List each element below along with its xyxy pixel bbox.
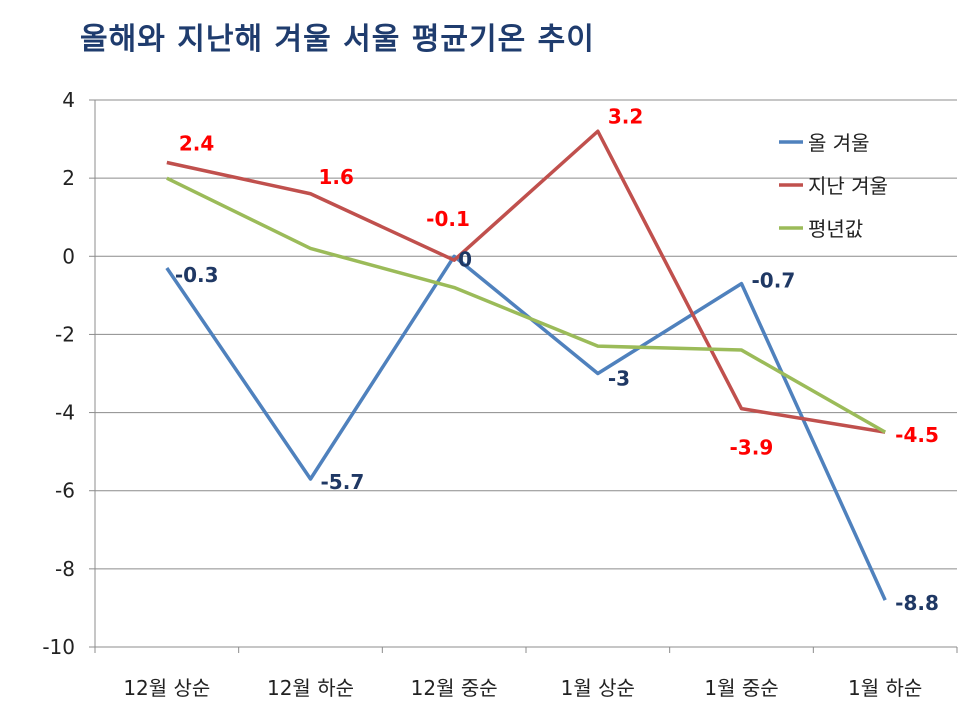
y-tick-labels: 4 2 0 -2 -4 -6 -8 -10 [42,88,75,659]
axes [89,99,958,653]
data-label: 2.4 [179,132,214,156]
x-tick-label: 12월 상순 [123,676,210,700]
data-label: -0.1 [426,207,470,231]
y-tick-label: -4 [55,401,75,425]
y-tick-label: 4 [62,88,75,112]
data-label: -3.9 [730,436,774,460]
data-label: -0.3 [175,263,219,287]
data-label: 1.6 [319,165,354,189]
data-labels: -0.3 -5.7 0 -3 -0.7 -8.8 2.4 1.6 -0.1 3.2 -3.9 -4.5 [175,104,939,615]
legend-label: 올 겨울 [808,131,870,155]
data-label: 0 [458,247,472,271]
data-label: 3.2 [608,104,643,128]
x-tick-label: 1월 중순 [704,676,778,700]
y-tick-label: 2 [62,166,75,190]
legend-label: 평년값 [808,217,863,241]
legend-label: 지난 겨울 [808,174,888,198]
y-tick-label: -8 [55,557,75,581]
x-tick-labels: 12월 상순 12월 하순 12월 중순 1월 상순 1월 중순 1월 하순 [123,676,922,700]
data-label: -8.8 [895,591,939,615]
series-lines [165,129,887,601]
y-tick-label: -2 [55,322,75,346]
y-tick-label: 0 [62,244,75,268]
x-tick-label: 12월 중순 [411,676,498,700]
series-line-3 [166,176,887,434]
x-tick-label: 1월 상순 [561,676,635,700]
data-label: -5.7 [321,470,365,494]
data-label: -3 [608,367,630,391]
data-label: -4.5 [895,423,939,447]
x-tick-label: 1월 하순 [848,676,922,700]
chart-title: 올해와 지난해 겨울 서울 평균기온 추이 [80,22,595,57]
x-tick-label: 12월 하순 [267,676,354,700]
y-tick-label: -6 [55,479,75,503]
data-label: -0.7 [752,269,796,293]
series-line-1 [165,254,887,601]
y-tick-label: -10 [42,635,75,659]
series-line-2 [166,129,886,434]
